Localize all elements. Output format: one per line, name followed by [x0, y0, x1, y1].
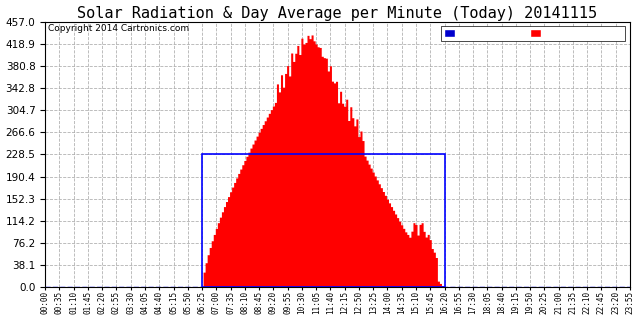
- Bar: [202, 155, 445, 287]
- Legend: Median (W/m2), Radiation (W/m2): Median (W/m2), Radiation (W/m2): [441, 26, 625, 41]
- Text: Copyright 2014 Cartronics.com: Copyright 2014 Cartronics.com: [48, 24, 189, 33]
- Title: Solar Radiation & Day Average per Minute (Today) 20141115: Solar Radiation & Day Average per Minute…: [77, 5, 598, 20]
